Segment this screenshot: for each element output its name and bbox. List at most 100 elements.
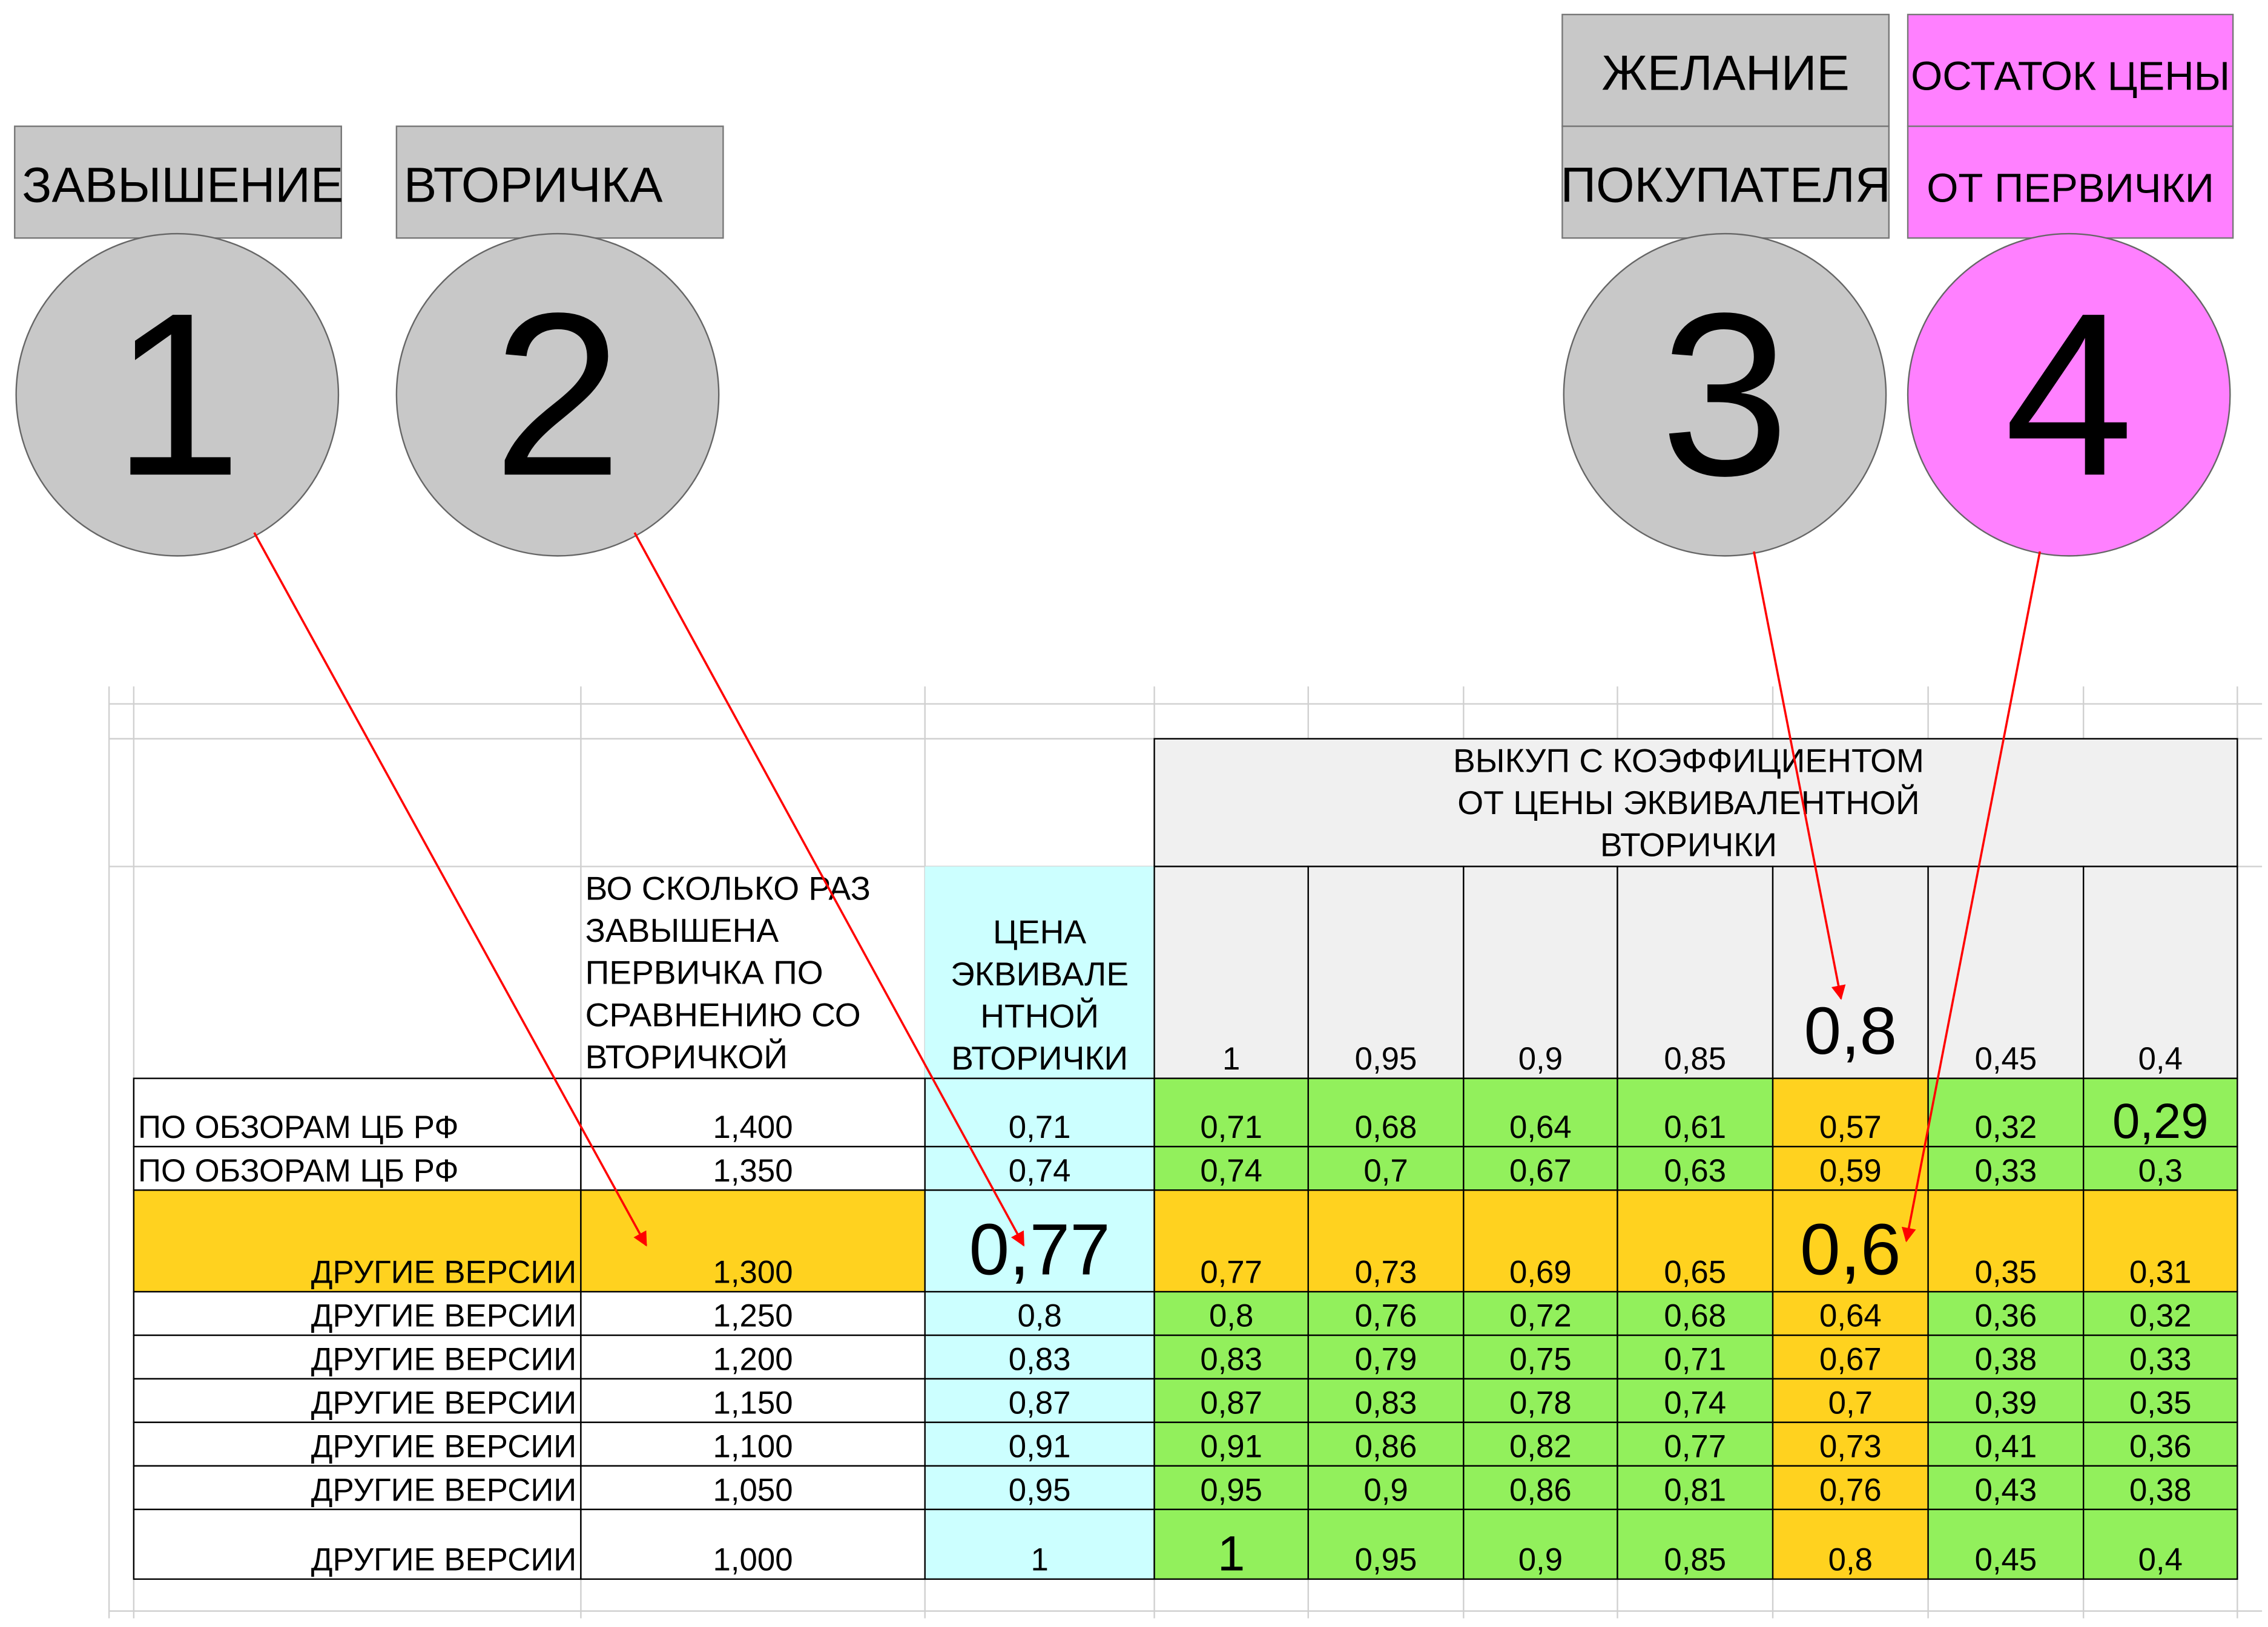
table-cell [2083,1146,2238,1191]
cell-value: 1 [1218,1526,1245,1581]
table-cell [1927,1077,2085,1148]
group-header-text: ВЫКУП С КОЭФФИЦИЕНТОМ [1453,742,1924,780]
cell-value: 0,91 [1009,1428,1071,1464]
table-cell [133,1290,582,1336]
cell-value: 0,86 [1355,1428,1417,1464]
group-header-text: ОТ ЦЕНЫ ЭКВИВАЛЕНТНОЙ [1457,783,1919,821]
table-cell [1617,1465,1774,1510]
cell-value: 0,31 [2129,1255,2192,1290]
cell-value: 0,3 [2138,1153,2183,1189]
ratio-header-text: СРАВНЕНИЮ СО [585,996,861,1033]
arrow [633,532,1025,1247]
table-cell [1617,1146,1774,1191]
table-cell [1617,1290,1774,1336]
cell-value: 0,75 [1509,1342,1572,1378]
label-text: ПОКУПАТЕЛЯ [1560,157,1890,212]
coefficient: 0,85 [1664,1041,1726,1077]
cell-value: 0,83 [1009,1342,1071,1378]
cell-value: 0,35 [1975,1255,2037,1290]
cell-value: 0,71 [1200,1109,1262,1145]
number-circle [1563,232,1887,557]
cell-value: 0,64 [1819,1298,1882,1334]
cell-value: 1,300 [713,1255,793,1290]
table-cell [1772,1077,1929,1148]
table-cell [580,1378,926,1424]
price-header-text: НТНОЙ [980,997,1099,1035]
table-cell [1153,1421,1309,1467]
table-cell [1463,1146,1618,1191]
cell-value: 0,39 [1975,1385,2037,1421]
cell-value: 0,32 [1975,1109,2037,1145]
row-label: ДРУГИЕ ВЕРСИИ [311,1428,576,1464]
cell-value: 0,87 [1200,1385,1262,1421]
table-cell [1772,1334,1929,1380]
table-cell [580,1465,926,1510]
coefficient-cell [2083,866,2238,1079]
row-label: ПО ОБЗОРАМ ЦБ РФ [138,1153,458,1189]
cell-value: 0,69 [1509,1255,1572,1290]
table-cell [1307,1508,1465,1580]
cell-value: 0,78 [1509,1385,1572,1421]
cell-value: 0,83 [1355,1385,1417,1421]
label-box [1561,13,1890,127]
table-cell [2083,1465,2238,1510]
table-cell [1153,1378,1309,1424]
table-cell [133,1421,582,1467]
table-cell [1463,1189,1618,1293]
number-circle [395,232,720,557]
table-cell [2083,1290,2238,1336]
cell-value: 1 [1030,1542,1048,1577]
cell-value: 1,050 [713,1472,793,1508]
cell-value: 0,36 [1975,1298,2037,1334]
table-cell [1617,1508,1774,1580]
table-cell [133,1077,582,1148]
cell-value: 0,64 [1509,1109,1572,1145]
cell-value: 0,76 [1355,1298,1417,1334]
table-cell [1307,1378,1465,1424]
cell-value: 0,61 [1664,1109,1726,1145]
group-header-text: ВТОРИЧКИ [1600,826,1777,864]
cell-value: 0,77 [1664,1428,1726,1464]
cell-value: 0,74 [1009,1153,1071,1189]
table-cell [924,1378,1155,1424]
cell-value: 0,8 [1017,1298,1061,1334]
table-cell [1307,1189,1465,1293]
cell-value: 0,91 [1200,1428,1262,1464]
table-cell [924,1189,1155,1293]
table-cell [1927,1334,2085,1380]
cell-value: 0,9 [1518,1542,1563,1577]
arrow [1901,551,2042,1243]
table-cell [2083,1421,2238,1467]
table-cell [133,1334,582,1380]
cell-value: 1,400 [713,1109,793,1145]
cell-value: 0,29 [2112,1094,2209,1149]
cell-value: 1,150 [713,1385,793,1421]
cell-value: 0,45 [1975,1542,2037,1577]
coefficient: 1 [1222,1041,1240,1077]
price-header-text: ВТОРИЧКИ [951,1039,1128,1077]
coefficient-cell [1617,866,1774,1079]
cell-value: 0,95 [1355,1542,1417,1577]
cell-value: 0,67 [1509,1153,1572,1189]
table-cell [1617,1421,1774,1467]
cell-value: 0,59 [1819,1153,1882,1189]
cell-value: 0,33 [2129,1342,2192,1378]
row-label: ДРУГИЕ ВЕРСИИ [311,1385,576,1421]
cell-value: 1,350 [713,1153,793,1189]
cell-value: 0,67 [1819,1342,1882,1378]
cell-value: 0,63 [1664,1153,1726,1189]
cell-value: 0,35 [2129,1385,2192,1421]
label-text: ЖЕЛАНИЕ [1601,46,1849,101]
row-label: ДРУГИЕ ВЕРСИИ [311,1342,576,1378]
cell-value: 0,8 [1209,1298,1253,1334]
label-text: ВТОРИЧКА [404,157,663,212]
table-cell [924,1508,1155,1580]
price-header-cell [925,866,1155,1079]
cell-value: 0,6 [1800,1209,1901,1290]
table-cell [2083,1508,2238,1580]
table-cell [1463,1290,1618,1336]
cell-value: 0,74 [1200,1153,1262,1189]
table-cell [580,1077,926,1148]
coefficient-cell [1463,866,1618,1079]
